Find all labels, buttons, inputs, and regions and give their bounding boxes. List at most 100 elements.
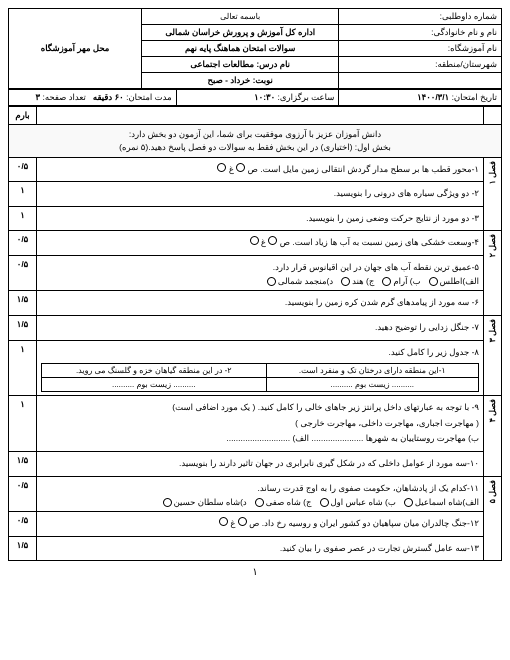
inner-cell: ۲- در این منطقه گیاهان خزه و گلسنگ می رو… [42,364,267,378]
exam-title: سوالات امتحان هماهنگ پایه نهم [142,41,339,57]
page-number: ۱ [8,567,502,578]
question-text: ۸- جدول زیر را کامل کنید. [41,346,479,360]
date-val: ۱۴۰۰/۳/۱ [417,92,449,102]
score-head: بارم [9,107,37,125]
top-title: باسمه تعالی [142,9,339,25]
session: نوبت: خرداد - صبح [142,73,339,89]
question-cell: ۱-محور قطب ها بر سطح مدار گردش انتقالی ز… [37,157,484,182]
question-text: ۱-محور قطب ها بر سطح مدار گردش انتقالی ز… [41,163,479,177]
score-cell: ۱/۵ [9,316,37,341]
intro-line-2: بخش اول: (اختیاری) در این بخش فقط به سوا… [13,141,497,154]
option[interactable]: ج) هند [341,276,374,287]
question-cell: ۴-وسعت خشکی های زمین نسبت به آب ها زیاد … [37,231,484,256]
option[interactable]: الف)اطلس [429,276,479,287]
score-cell: ۱/۵ [9,536,37,561]
circle-icon[interactable] [268,236,277,245]
option[interactable]: ج) شاه صفی [255,497,312,508]
question-text: ۳- دو مورد از نتایج حرکت وضعی زمین را بن… [41,212,479,226]
circle-icon [429,277,438,286]
circle-icon [163,498,172,507]
question-cell: ۶- سه مورد از پیامدهای گرم شدن کره زمین … [37,291,484,316]
pages-val: ۳ [36,92,41,102]
circle-icon[interactable] [250,236,259,245]
question-cell: ۵-عمیق ترین نقطه آب های جهان در این اقیا… [37,255,484,291]
question-cell: ۹- با توجه به عبارتهای داخل پرانتز زیر ج… [37,396,484,452]
question-text: ۴-وسعت خشکی های زمین نسبت به آب ها زیاد … [41,236,479,250]
section-label: فصل ۲ [484,231,502,316]
question-cell: ۱۲-جنگ چالدران میان سپاهیان دو کشور ایرا… [37,512,484,537]
section-label: فصل ۴ [484,396,502,476]
score-cell: ۱/۵ [9,291,37,316]
score-cell: ۰/۵ [9,255,37,291]
exam-header: شماره داوطلبی: باسمه تعالی محل مهر آموزش… [8,8,502,89]
circle-icon[interactable] [219,517,228,526]
question-text: ۹- با توجه به عبارتهای داخل پرانتز زیر ج… [41,401,479,415]
section-label: فصل ۳ [484,316,502,396]
question-text: ۵-عمیق ترین نقطه آب های جهان در این اقیا… [41,261,479,275]
question-text: ۱۱-کدام یک از پادشاهان، حکومت صفوی را به… [41,482,479,496]
question-cell: ۸- جدول زیر را کامل کنید. ۱-این منطقه دار… [37,340,484,396]
circle-icon [382,277,391,286]
section-head [484,107,502,125]
section-label: فصل ۵ [484,476,502,561]
circle-icon[interactable] [238,517,247,526]
time-val: ۱۰:۳۰ [254,92,275,102]
option[interactable]: الف)شاه اسماعیل [404,497,479,508]
exam-header-meta: تاریخ امتحان: ۱۴۰۰/۳/۱ ساعت برگزاری: ۱۰:… [8,89,502,106]
option[interactable]: ب) آرام [382,276,420,287]
dur-label: مدت امتحان: [126,92,172,102]
intro-cell: دانش آموزان عزیز با آرزوی موفقیت برای شم… [9,125,502,158]
question-text: ۱۲-جنگ چالدران میان سپاهیان دو کشور ایرا… [41,517,479,531]
score-cell: ۰/۵ [9,231,37,256]
subject: نام درس: مطالعات اجتماعی [142,57,339,73]
circle-icon [404,498,413,507]
label: شماره داوطلبی: [440,11,497,21]
score-cell: ۱ [9,340,37,396]
label: نام آموزشگاه: [448,43,497,53]
score-cell: ۰/۵ [9,476,37,512]
question-text: ۷- جنگل زدایی را توضیح دهید. [41,321,479,335]
question-cell: ۷- جنگل زدایی را توضیح دهید. [37,316,484,341]
score-cell: ۰/۵ [9,512,37,537]
question-cell: ۳- دو مورد از نتایج حرکت وضعی زمین را بن… [37,206,484,231]
question-cell: ۱۳-سه عامل گسترش تجارت در عصر صفوی را بی… [37,536,484,561]
question-text: ۶- سه مورد از پیامدهای گرم شدن کره زمین … [41,296,479,310]
score-cell: ۱ [9,396,37,452]
label: شهرستان/منطقه: [435,59,497,69]
score-cell: ۰/۵ [9,157,37,182]
section-label: فصل ۱ [484,157,502,231]
question-cell: ۲- دو ویژگی سیاره های درونی را بنویسید. [37,182,484,207]
circle-icon [320,498,329,507]
fill-line: ب) مهاجرت روستاییان به شهرها ...........… [41,432,479,446]
question-cell: ۱۰-سه مورد از عوامل داخلی که در شکل گیری… [37,452,484,477]
option[interactable]: د)منجمد شمالی [267,276,333,287]
questions-table: بارم دانش آموزان عزیز با آرزوی موفقیت بر… [8,106,502,561]
inner-table: ۱-این منطقه دارای درختان تک و منفرد است.… [41,363,479,392]
options-row: الف)شاه اسماعیل ب) شاه عباس اول ج) شاه ص… [41,497,479,508]
question-head [37,107,484,125]
options-row: الف)اطلس ب) آرام ج) هند د)منجمد شمالی [41,276,479,287]
dur-val: ۶۰ دقیقه [93,92,124,102]
stamp-area: محل مهر آموزشگاه [9,9,142,89]
inner-cell: .......... زیست بوم .......... [42,378,267,392]
score-cell: ۱ [9,182,37,207]
question-cell: ۱۱-کدام یک از پادشاهان، حکومت صفوی را به… [37,476,484,512]
circle-icon [267,277,276,286]
question-text: ۱۳-سه عامل گسترش تجارت در عصر صفوی را بی… [41,542,479,556]
question-text: ۲- دو ویژگی سیاره های درونی را بنویسید. [41,187,479,201]
circle-icon [341,277,350,286]
circle-icon[interactable] [217,163,226,172]
pages-label: تعداد صفحه: [42,92,85,102]
time-label: ساعت برگزاری: [278,92,335,102]
option[interactable]: ب) شاه عباس اول [320,497,396,508]
circle-icon [255,498,264,507]
inner-cell: .......... زیست بوم .......... [266,378,478,392]
question-sub: ( مهاجرت اجباری، مهاجرت داخلی، مهاجرت خا… [41,417,479,431]
label: نام و نام خانوادگی: [431,27,497,37]
circle-icon[interactable] [236,163,245,172]
option[interactable]: د)شاه سلطان حسین [163,497,247,508]
date-label: تاریخ امتحان: [452,92,497,102]
org-line: اداره کل آموزش و پرورش خراسان شمالی [142,25,339,41]
score-cell: ۱/۵ [9,452,37,477]
question-text: ۱۰-سه مورد از عوامل داخلی که در شکل گیری… [41,457,479,471]
